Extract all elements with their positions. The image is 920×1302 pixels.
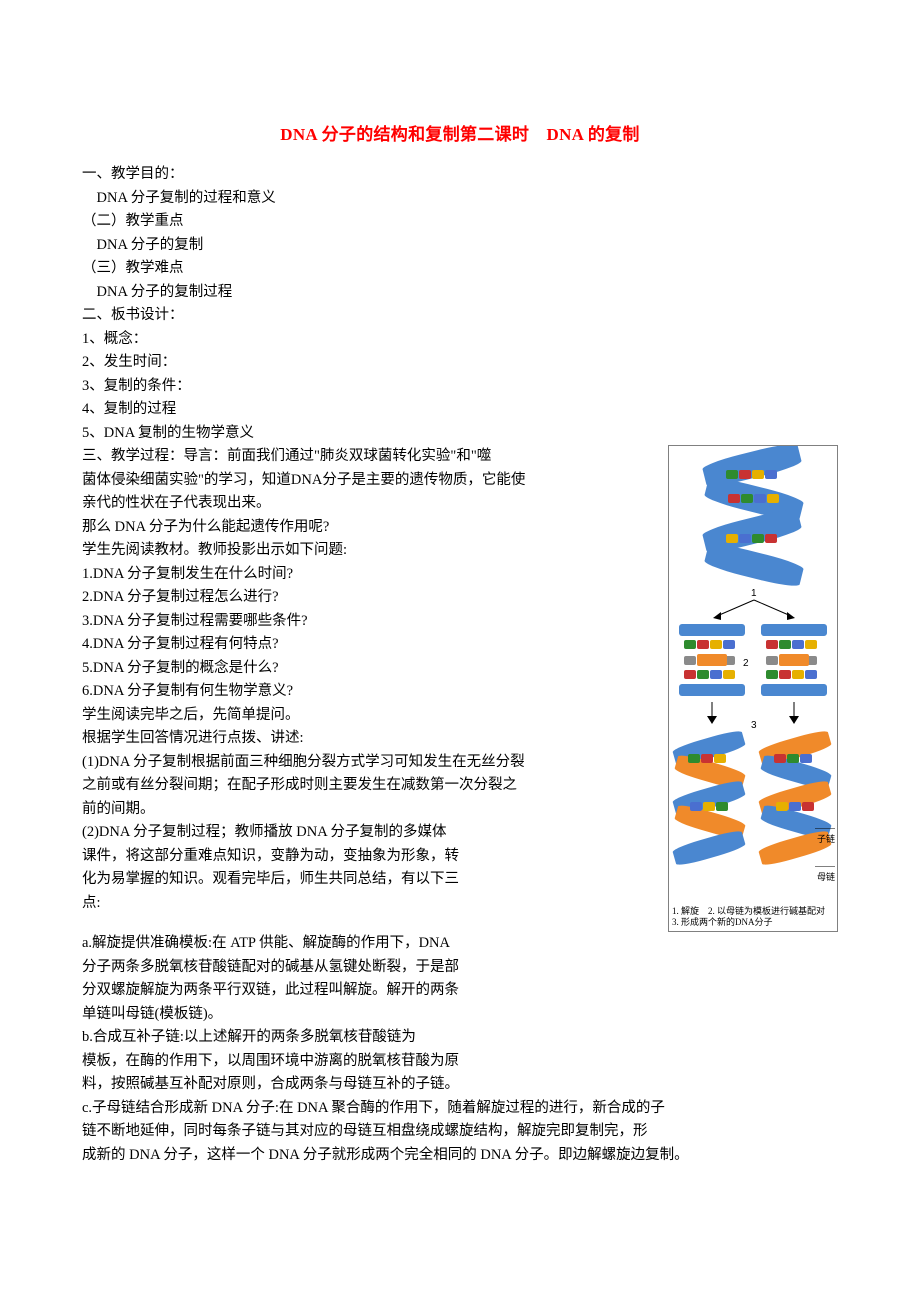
annotation-line xyxy=(815,866,835,867)
text-line: 菌体侵染细菌实验"的学习，知道DNA分子是主要的遗传物质，它能使 xyxy=(82,469,662,493)
text-line: 4、复制的过程 xyxy=(82,398,838,422)
dna-backbone-strand xyxy=(703,541,804,590)
text-column: 三、教学过程：导言：前面我们通过"肺炎双球菌转化实验"和"噬 菌体侵染细菌实验"… xyxy=(82,445,668,915)
base-pair xyxy=(687,754,726,763)
text-line: 化为易掌握的知识。观看完毕后，师生共同总结，有以下三 xyxy=(82,868,662,892)
figure-stage-label: 2 xyxy=(743,658,749,669)
dna-replication-figure: 1 xyxy=(668,445,838,932)
figure-caption-line: 1. 解旋 2. 以母链为模板进行碱基配对 xyxy=(672,906,834,917)
text-line: 根据学生回答情况进行点拨、讲述: xyxy=(82,727,662,751)
text-line: 点: xyxy=(82,892,662,916)
text-line: b.合成互补子链:以上述解开的两条多脱氧核苷酸链为 xyxy=(82,1026,838,1050)
text-line: 二、板书设计： xyxy=(82,304,838,328)
dna-template-strand xyxy=(679,624,745,696)
text-line: DNA 分子的复制 xyxy=(82,234,838,258)
dna-backbone-strand xyxy=(672,828,747,867)
base-pair xyxy=(725,534,777,543)
text-line: (2)DNA 分子复制过程；教师播放 DNA 分子复制的多媒体 xyxy=(82,821,662,845)
dna-template-strand xyxy=(761,624,827,696)
text-line: （三）教学难点 xyxy=(82,257,838,281)
text-line: DNA 分子的复制过程 xyxy=(82,281,838,305)
document-page: DNA 分子的结构和复制第二课时 DNA 的复制 一、教学目的： DNA 分子复… xyxy=(0,0,920,1207)
down-arrow-icon xyxy=(705,702,719,724)
text-line: 学生先阅读教材。教师投影出示如下问题: xyxy=(82,539,662,563)
text-line: 1.DNA 分子复制发生在什么时间? xyxy=(82,563,662,587)
base-pair xyxy=(727,494,779,503)
annotation-line xyxy=(815,828,835,829)
text-line: 那么 DNA 分子为什么能起遗传作用呢? xyxy=(82,516,662,540)
text-line: 亲代的性状在子代表现出来。 xyxy=(82,492,662,516)
split-arrow-icon xyxy=(709,598,799,620)
page-title: DNA 分子的结构和复制第二课时 DNA 的复制 xyxy=(82,120,838,145)
text-line: a.解旋提供准确模板:在 ATP 供能、解旋酶的作用下，DNA xyxy=(82,932,838,956)
down-arrow-icon xyxy=(787,702,801,724)
base-pair xyxy=(775,802,814,811)
upper-section: 一、教学目的： DNA 分子复制的过程和意义 （二）教学重点 DNA 分子的复制… xyxy=(82,163,838,445)
figure-stage-label: 3 xyxy=(751,720,757,731)
base-pair xyxy=(725,470,777,479)
dna-figure-canvas: 1 xyxy=(669,446,837,904)
text-line: 2、发生时间： xyxy=(82,351,838,375)
text-line: 1、概念： xyxy=(82,328,838,352)
text-line: 3、复制的条件： xyxy=(82,375,838,399)
text-line: 5、DNA 复制的生物学意义 xyxy=(82,422,838,446)
text-line: (1)DNA 分子复制根据前面三种细胞分裂方式学习可知发生在无丝分裂 xyxy=(82,751,662,775)
base-pair xyxy=(773,754,812,763)
text-line: 前的间期。 xyxy=(82,798,662,822)
two-column-region: 三、教学过程：导言：前面我们通过"肺炎双球菌转化实验"和"噬 菌体侵染细菌实验"… xyxy=(82,445,838,932)
text-line: c.子母链结合形成新 DNA 分子:在 DNA 聚合酶的作用下，随着解旋过程的进… xyxy=(82,1097,838,1121)
text-line: 料，按照碱基互补配对原则，合成两条与母链互补的子链。 xyxy=(82,1073,838,1097)
text-line: 之前或有丝分裂间期；在配子形成时则主要发生在减数第一次分裂之 xyxy=(82,774,662,798)
figure-caption-line: 3. 形成两个新的DNA分子 xyxy=(672,917,834,928)
text-line: 分子两条多脱氧核苷酸链配对的碱基从氢键处断裂，于是部 xyxy=(82,956,838,980)
text-line: 课件，将这部分重难点知识，变静为动，变抽象为形象，转 xyxy=(82,845,662,869)
text-line: 分双螺旋解旋为两条平行双链，此过程叫解旋。解开的两条 xyxy=(82,979,838,1003)
text-line: 三、教学过程：导言：前面我们通过"肺炎双球菌转化实验"和"噬 xyxy=(82,445,662,469)
figure-label-mulian: 母链 xyxy=(817,870,835,883)
figure-caption: 1. 解旋 2. 以母链为模板进行碱基配对 3. 形成两个新的DNA分子 xyxy=(669,904,837,931)
base-pair xyxy=(689,802,728,811)
text-line: 成新的 DNA 分子，这样一个 DNA 分子就形成两个完全相同的 DNA 分子。… xyxy=(82,1144,838,1168)
text-line: 4.DNA 分子复制过程有何特点? xyxy=(82,633,662,657)
text-line: （二）教学重点 xyxy=(82,210,838,234)
figure-label-zilian: 子链 xyxy=(817,832,835,845)
text-line: 链不断地延伸，同时每条子链与其对应的母链互相盘绕成螺旋结构，解旋完即复制完，形 xyxy=(82,1120,838,1144)
text-line: DNA 分子复制的过程和意义 xyxy=(82,187,838,211)
lower-section: a.解旋提供准确模板:在 ATP 供能、解旋酶的作用下，DNA 分子两条多脱氧核… xyxy=(82,932,838,1167)
text-line: 5.DNA 分子复制的概念是什么? xyxy=(82,657,662,681)
text-line: 学生阅读完毕之后，先简单提问。 xyxy=(82,704,662,728)
text-line: 6.DNA 分子复制有何生物学意义? xyxy=(82,680,662,704)
text-line: 3.DNA 分子复制过程需要哪些条件? xyxy=(82,610,662,634)
figure-column: 1 xyxy=(668,445,838,932)
text-line: 模板，在酶的作用下，以周围环境中游离的脱氧核苷酸为原 xyxy=(82,1050,838,1074)
text-line: 一、教学目的： xyxy=(82,163,838,187)
text-line: 单链叫母链(模板链)。 xyxy=(82,1003,838,1027)
text-line: 2.DNA 分子复制过程怎么进行? xyxy=(82,586,662,610)
